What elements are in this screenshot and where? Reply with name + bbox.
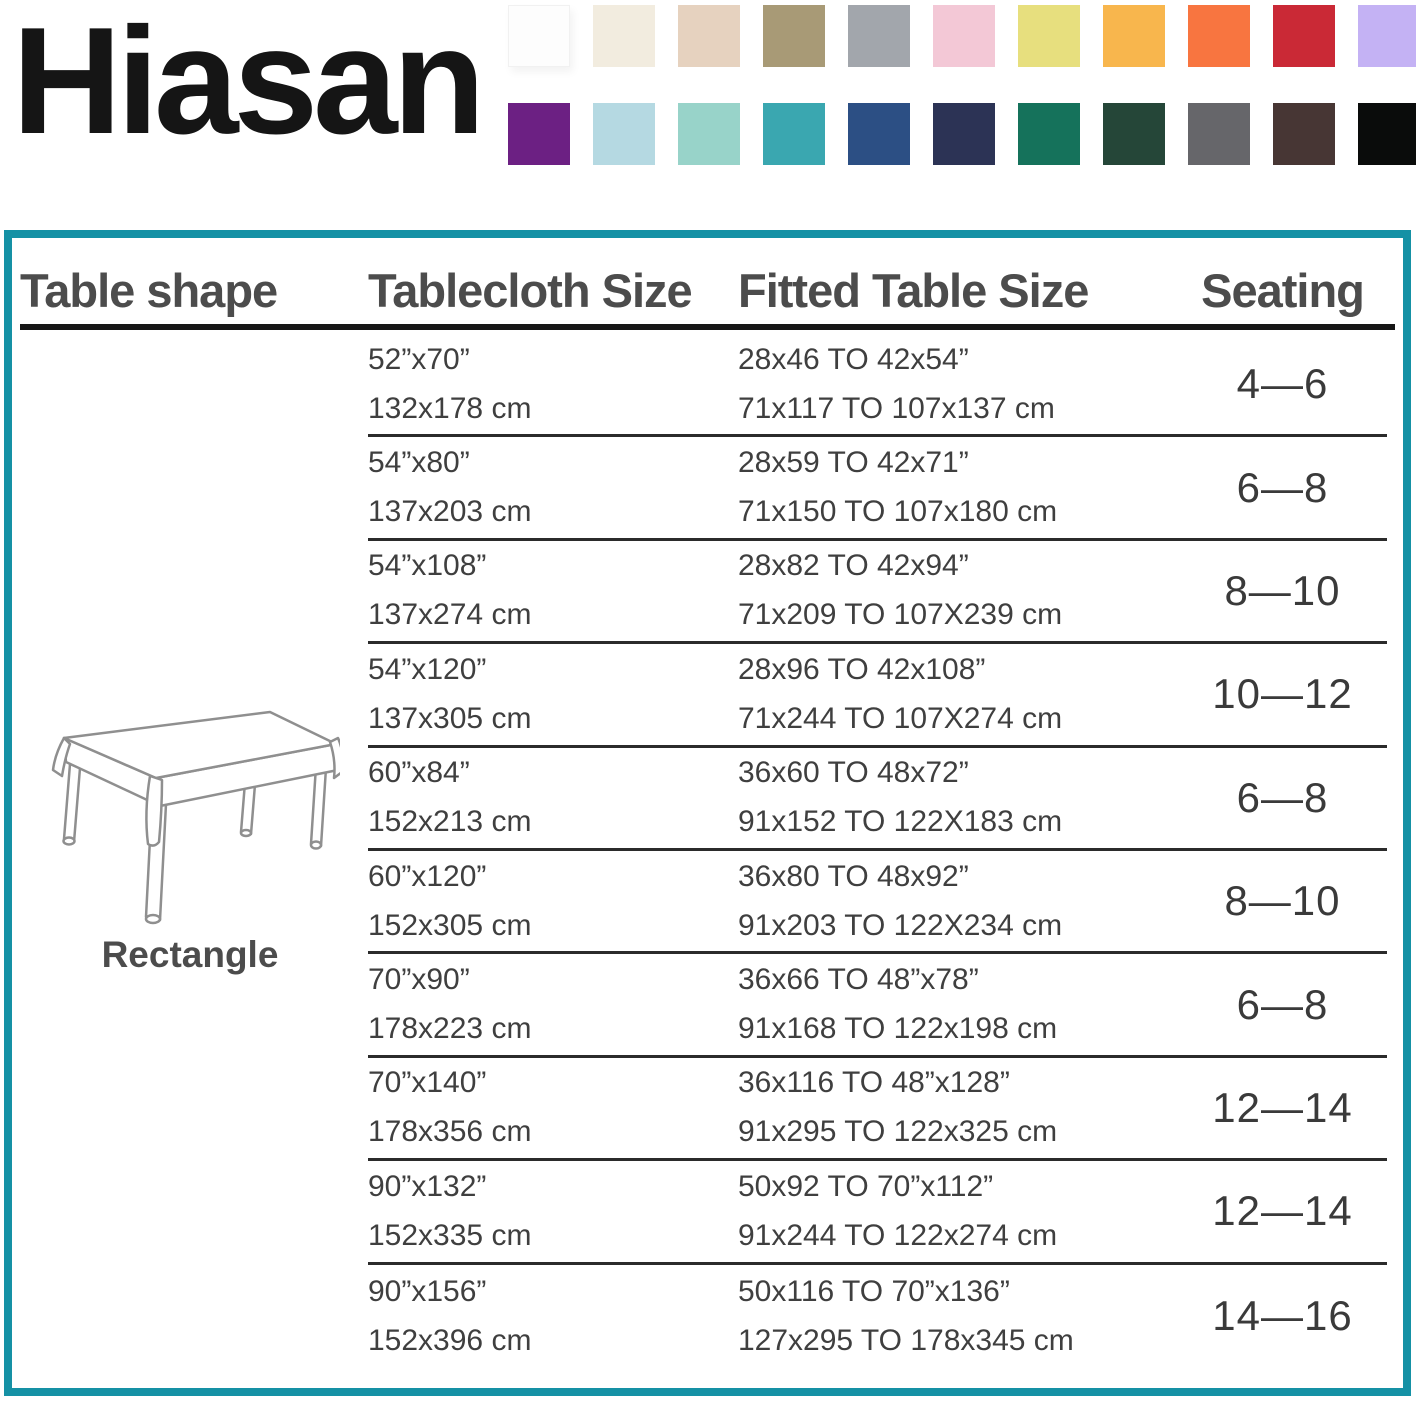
header-divider <box>20 324 1395 330</box>
color-swatch-dark-navy <box>933 103 995 165</box>
color-swatch-khaki <box>763 5 825 67</box>
color-swatch-purple <box>508 103 570 165</box>
tablecloth-size-cm: 178x356 cm <box>368 1115 532 1149</box>
fitted-size-cm: 91x152 TO 122X183 cm <box>738 805 1063 839</box>
color-palette <box>508 5 1416 165</box>
seating-range: 8—10 <box>1224 566 1341 614</box>
fitted-size-inches: 36x80 TO 48x92” <box>738 859 969 893</box>
seating-range: 8—10 <box>1224 877 1341 925</box>
header-table-shape: Table shape <box>20 264 278 317</box>
table-row: 70”x140” 178x356 cm 36x116 TO 48”x128” 9… <box>368 1058 1387 1162</box>
fitted-size-cm: 71x209 TO 107X239 cm <box>738 598 1063 632</box>
tablecloth-size-cm: 137x203 cm <box>368 495 532 529</box>
tablecloth-size-inches: 54”x108” <box>368 549 487 583</box>
fitted-size-cm: 91x168 TO 122x198 cm <box>738 1012 1058 1046</box>
table-row: 52”x70” 132x178 cm 28x46 TO 42x54” 71x11… <box>368 334 1387 438</box>
tablecloth-size-inches: 54”x120” <box>368 652 487 686</box>
color-swatch-white <box>508 5 570 67</box>
fitted-size-inches: 36x60 TO 48x72” <box>738 756 969 790</box>
table-row: 60”x84” 152x213 cm 36x60 TO 48x72” 91x15… <box>368 748 1387 851</box>
color-swatch-orange <box>1188 5 1250 67</box>
color-swatch-dark-gray <box>1188 103 1250 165</box>
seating-range: 6—8 <box>1236 980 1329 1028</box>
tablecloth-size-cm: 152x335 cm <box>368 1218 532 1252</box>
tablecloth-size-cm: 132x178 cm <box>368 391 532 425</box>
header-fitted-table-size: Fitted Table Size <box>738 264 1089 317</box>
seating-range: 6—8 <box>1236 463 1329 511</box>
size-chart-rows: 52”x70” 132x178 cm 28x46 TO 42x54” 71x11… <box>368 334 1387 1368</box>
tablecloth-size-cm: 178x223 cm <box>368 1012 532 1046</box>
table-row: 54”x120” 137x305 cm 28x96 TO 42x108” 71x… <box>368 644 1387 748</box>
seating-range: 10—12 <box>1212 670 1353 718</box>
color-swatch-lavender <box>1358 5 1416 67</box>
tablecloth-size-inches: 90”x132” <box>368 1169 487 1203</box>
seating-range: 12—14 <box>1212 1187 1353 1235</box>
color-swatch-gold <box>1103 5 1165 67</box>
seating-range: 6—8 <box>1236 773 1329 821</box>
shape-label: Rectangle <box>101 934 279 975</box>
color-swatch-red <box>1273 5 1335 67</box>
fitted-size-cm: 127x295 TO 178x345 cm <box>738 1323 1074 1357</box>
seating-range: 12—14 <box>1212 1083 1353 1131</box>
color-swatch-silver-gray <box>848 5 910 67</box>
fitted-size-inches: 28x59 TO 42x71” <box>738 446 969 480</box>
fitted-size-cm: 71x150 TO 107x180 cm <box>738 495 1058 529</box>
table-row: 54”x80” 137x203 cm 28x59 TO 42x71” 71x15… <box>368 437 1387 541</box>
color-swatch-forest-green <box>1103 103 1165 165</box>
tablecloth-size-inches: 52”x70” <box>368 342 470 376</box>
table-row: 54”x108” 137x274 cm 28x82 TO 42x94” 71x2… <box>368 541 1387 645</box>
fitted-size-cm: 91x295 TO 122x325 cm <box>738 1115 1058 1149</box>
table-row: 90”x156” 152x396 cm 50x116 TO 70”x136” 1… <box>368 1265 1387 1368</box>
fitted-size-inches: 28x46 TO 42x54” <box>738 342 969 376</box>
tablecloth-size-cm: 137x274 cm <box>368 598 532 632</box>
fitted-size-inches: 28x96 TO 42x108” <box>738 652 986 686</box>
color-swatch-chocolate <box>1273 103 1335 165</box>
table-row: 60”x120” 152x305 cm 36x80 TO 48x92” 91x2… <box>368 851 1387 955</box>
tablecloth-size-cm: 152x396 cm <box>368 1323 532 1357</box>
tablecloth-size-inches: 54”x80” <box>368 446 470 480</box>
color-palette-row-1 <box>508 5 1416 67</box>
color-palette-row-2 <box>508 103 1416 165</box>
fitted-size-inches: 36x116 TO 48”x128” <box>738 1066 1010 1100</box>
fitted-size-cm: 91x244 TO 122x274 cm <box>738 1218 1058 1252</box>
tablecloth-size-inches: 70”x90” <box>368 963 470 997</box>
tablecloth-size-cm: 152x213 cm <box>368 805 532 839</box>
header-seating: Seating <box>1201 264 1365 317</box>
fitted-size-cm: 71x244 TO 107X274 cm <box>738 701 1063 735</box>
tablecloth-size-cm: 152x305 cm <box>368 908 532 942</box>
seating-range: 14—16 <box>1212 1292 1353 1340</box>
tablecloth-size-inches: 60”x84” <box>368 756 470 790</box>
tablecloth-size-inches: 90”x156” <box>368 1274 487 1308</box>
table-row: 90”x132” 152x335 cm 50x92 TO 70”x112” 91… <box>368 1161 1387 1265</box>
color-swatch-beige <box>678 5 740 67</box>
header-tablecloth-size: Tablecloth Size <box>368 264 693 317</box>
color-swatch-aqua <box>678 103 740 165</box>
table-row: 70”x90” 178x223 cm 36x66 TO 48”x78” 91x1… <box>368 954 1387 1058</box>
tablecloth-size-cm: 137x305 cm <box>368 701 532 735</box>
table-shape-cell: Rectangle <box>12 334 368 1384</box>
fitted-size-inches: 28x82 TO 42x94” <box>738 549 969 583</box>
fitted-size-cm: 91x203 TO 122X234 cm <box>738 908 1063 942</box>
size-chart-header-row: Table shape Tablecloth Size Fitted Table… <box>12 238 1403 322</box>
fitted-size-inches: 50x92 TO 70”x112” <box>738 1169 994 1203</box>
color-swatch-teal <box>763 103 825 165</box>
fitted-size-inches: 36x66 TO 48”x78” <box>738 963 979 997</box>
tablecloth-size-inches: 70”x140” <box>368 1066 487 1100</box>
color-swatch-pink <box>933 5 995 67</box>
color-swatch-black <box>1358 103 1416 165</box>
fitted-size-inches: 50x116 TO 70”x136” <box>738 1274 1010 1308</box>
tablecloth-size-inches: 60”x120” <box>368 859 487 893</box>
fitted-size-cm: 71x117 TO 107x137 cm <box>738 391 1055 425</box>
color-swatch-hunter-green <box>1018 103 1080 165</box>
color-swatch-light-blue <box>593 103 655 165</box>
color-swatch-ivory <box>593 5 655 67</box>
rectangle-table-icon <box>51 710 340 925</box>
size-chart: Table shape Tablecloth Size Fitted Table… <box>4 230 1411 1396</box>
seating-range: 4—6 <box>1236 360 1329 408</box>
color-swatch-yellow <box>1018 5 1080 67</box>
brand-logo: Hiasan <box>12 0 485 166</box>
color-swatch-navy-blue <box>848 103 910 165</box>
